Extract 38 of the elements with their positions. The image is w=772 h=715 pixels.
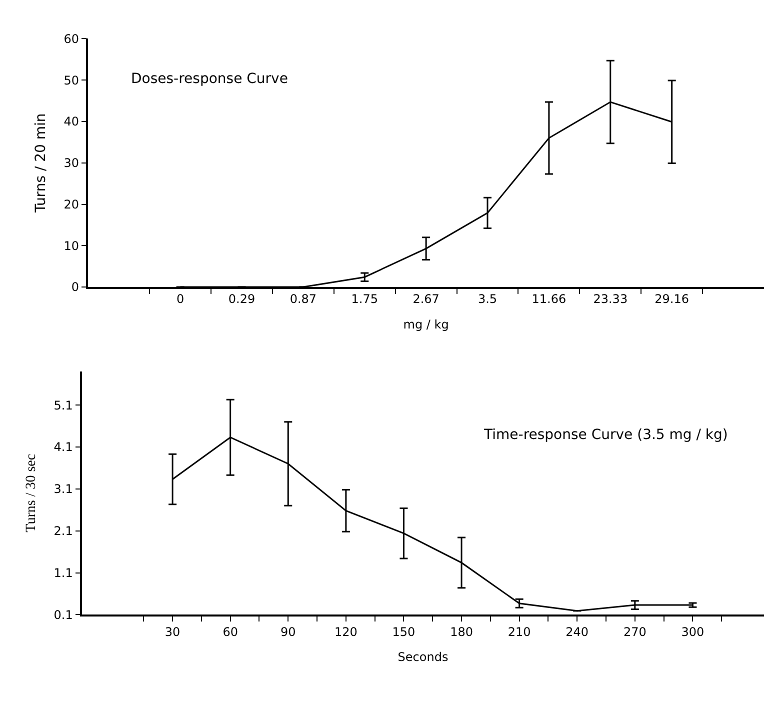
x-tick-label: 300 [681,624,704,639]
x-tick-label: 11.66 [532,292,566,306]
x-tick-label: 1.75 [351,292,378,306]
y-tick-label: 3.1 [54,482,73,496]
y-axis-title: Turns / 30 sec [24,454,39,532]
y-tick-label: 50 [64,73,79,88]
y-axis-title: Turns / 20 min [32,113,49,214]
x-tick-label: 29.16 [654,292,690,306]
y-tick-label: 4.1 [54,440,73,454]
y-tick-label: 10 [64,238,79,253]
y-tick-label: 5.1 [54,398,73,412]
x-tick-label: 3.5 [478,292,498,306]
y-tick-label: 30 [64,156,79,170]
x-tick-label: 0.29 [228,292,256,306]
x-axis-title: Seconds [398,650,448,664]
y-tick-label: 20 [64,197,79,212]
y-tick-label: 60 [64,32,79,46]
x-tick-label: 240 [566,624,589,639]
x-tick-label: 180 [450,624,473,639]
x-tick-label: 30 [164,624,180,639]
x-tick-label: 270 [623,624,646,639]
x-tick-label: 150 [392,624,416,639]
y-tick-label: 0.1 [54,608,73,622]
y-tick-label: 2.1 [54,524,73,538]
x-axis-title: mg / kg [403,318,449,332]
x-tick-label: 0.87 [290,292,317,306]
x-tick-label: 90 [280,624,296,639]
x-tick-label: 120 [334,624,358,639]
y-tick-label: 1.1 [54,566,73,580]
y-tick-label: 0 [71,280,79,294]
x-tick-label: 2.67 [412,292,440,306]
y-tick-label: 40 [64,114,79,129]
x-tick-label: 23.33 [593,292,628,306]
annotation: Time-response Curve (3.5 mg / kg) [483,427,728,443]
x-tick-label: 210 [508,624,531,639]
annotation: Doses-response Curve [131,71,288,87]
x-tick-label: 60 [222,624,238,639]
x-tick-label: 0 [176,292,184,306]
